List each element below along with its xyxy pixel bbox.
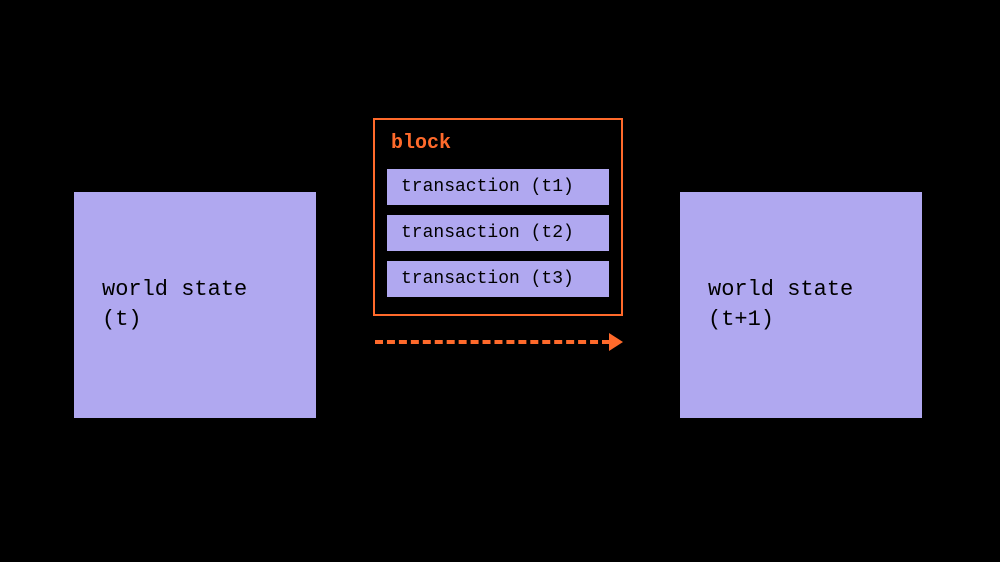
transaction-row: transaction (t3)	[385, 259, 611, 299]
world-state-t-label: world state (t)	[102, 275, 247, 334]
transaction-label: transaction (t3)	[401, 269, 574, 289]
diagram-canvas: world state (t) block transaction (t1)tr…	[0, 0, 1000, 562]
transition-arrow	[375, 332, 623, 352]
world-state-t1-label: world state (t+1)	[708, 275, 853, 334]
world-state-t1-node: world state (t+1)	[678, 190, 924, 420]
arrow-line	[375, 340, 610, 344]
transaction-row: transaction (t1)	[385, 167, 611, 207]
transaction-list: transaction (t1) transaction (t2) transact…	[385, 167, 611, 299]
arrow-head-icon	[609, 333, 623, 351]
transaction-label: transaction (t2)	[401, 223, 574, 243]
world-state-t-node: world state (t)	[72, 190, 318, 420]
transaction-label: transaction (t1)	[401, 177, 574, 197]
block-title: block	[385, 130, 611, 163]
transaction-row: transaction (t2)	[385, 213, 611, 253]
block-container: block transaction (t1)transaction (t2)tr…	[373, 118, 623, 316]
